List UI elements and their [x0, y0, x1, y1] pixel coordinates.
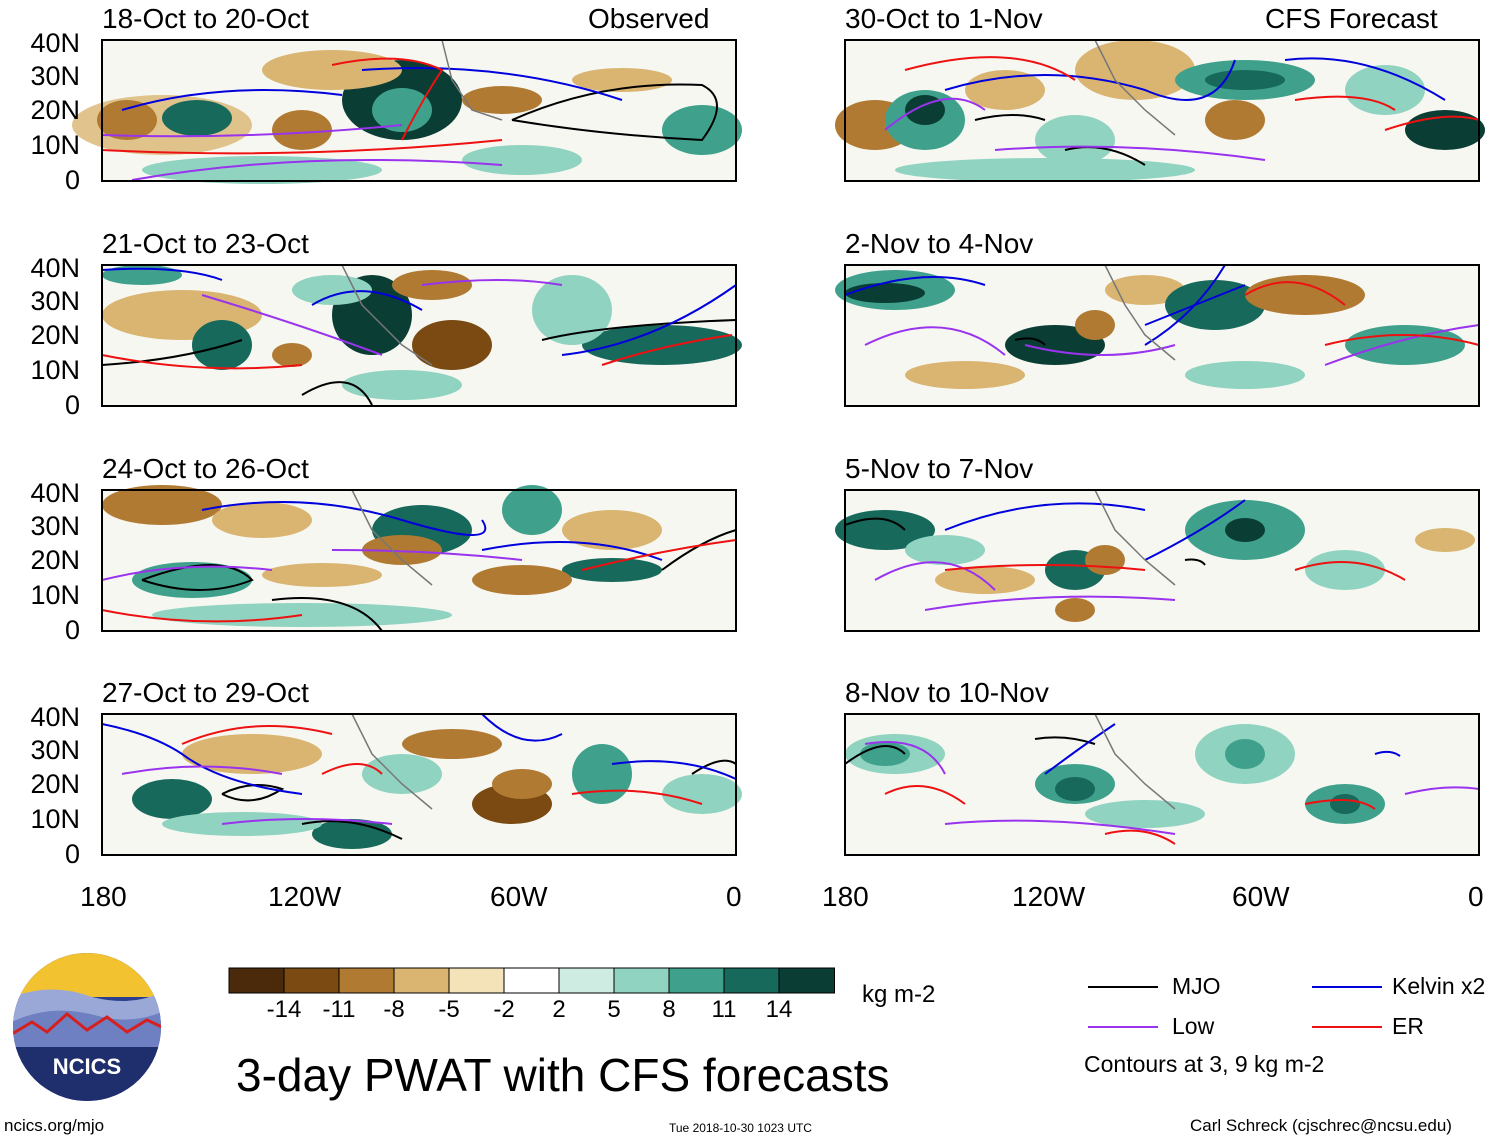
panel-title-left-1: 18-Oct to 20-Oct — [102, 3, 309, 34]
colorbar-swatch — [778, 967, 835, 994]
colorbar-tick-label: -11 — [322, 996, 356, 1023]
lon-label-180-right: 180 — [822, 881, 869, 912]
colorbar-swatch — [503, 967, 560, 994]
legend-label-mjo: MJO — [1172, 973, 1221, 999]
lat-label-30n-l4: 30N — [30, 735, 80, 765]
map-panel-left-1 — [72, 39, 742, 184]
map-panel-left-2 — [101, 264, 742, 407]
panel-tag-cfs-forecast: CFS Forecast — [1265, 3, 1438, 34]
lat-label-10n-l3: 10N — [30, 580, 80, 610]
colorbar-tick-label: 2 — [552, 996, 566, 1023]
lat-label-20n-l2: 20N — [30, 320, 80, 350]
colorbar-tick-label: -8 — [383, 996, 405, 1023]
footer-website[interactable]: ncics.org/mjo — [4, 1116, 105, 1135]
legend-label-low: Low — [1172, 1013, 1215, 1039]
legend-line-er — [1312, 1026, 1382, 1028]
legend-label-er: ER — [1392, 1013, 1424, 1039]
panel-title-right-2: 2-Nov to 4-Nov — [845, 228, 1034, 259]
lat-label-0-l4: 0 — [64, 839, 80, 869]
lat-label-20n-l4: 20N — [30, 769, 80, 799]
legend-label-kelvin: Kelvin x2 — [1392, 973, 1486, 999]
ncics-logo: NCICS — [13, 953, 161, 1101]
colorbar-tick-label: 11 — [711, 996, 737, 1023]
colorbar-swatch — [393, 967, 450, 994]
footer-credit: Carl Schreck (cjschrec@ncsu.edu) — [1190, 1116, 1452, 1135]
colorbar-swatch — [668, 967, 725, 994]
legend-line-mjo — [1088, 986, 1158, 988]
footer-timestamp: Tue 2018-10-30 1023 UTC — [669, 1121, 812, 1135]
colorbar-tick-labels: -14 -11 -8 -5 -2 2 5 8 11 14 — [229, 997, 834, 1025]
colorbar-tick-label: -5 — [438, 996, 460, 1023]
colorbar-swatch — [723, 967, 780, 994]
panel-title-right-3: 5-Nov to 7-Nov — [845, 453, 1034, 484]
lat-label-30n-l3: 30N — [30, 511, 80, 541]
colorbar-tick-label: 8 — [662, 996, 676, 1023]
panel-title-right-1: 30-Oct to 1-Nov — [845, 3, 1043, 34]
lat-label-20n-l3: 20N — [30, 545, 80, 575]
map-panel-right-4 — [844, 713, 1480, 856]
map-panel-left-3 — [101, 485, 737, 632]
colorbar-swatch — [558, 967, 615, 994]
lon-label-60w-left: 60W — [490, 881, 548, 912]
lat-label-10n-l1: 10N — [30, 130, 80, 160]
colorbar-tick-label: -2 — [493, 996, 515, 1023]
lat-label-30n-l2: 30N — [30, 286, 80, 316]
legend-line-kelvin — [1312, 986, 1382, 988]
lat-label-20n-l1: 20N — [30, 95, 80, 125]
map-panel-right-3 — [835, 489, 1480, 632]
legend-note: Contours at 3, 9 kg m-2 — [1084, 1051, 1325, 1077]
colorbar-tick-label: -14 — [266, 996, 302, 1023]
lat-label-10n-l4: 10N — [30, 804, 80, 834]
map-panel-right-2 — [835, 264, 1480, 407]
lat-label-10n-l2: 10N — [30, 355, 80, 385]
panel-title-left-4: 27-Oct to 29-Oct — [102, 677, 309, 708]
colorbar-swatch — [338, 967, 395, 994]
logo-text: NCICS — [53, 1054, 121, 1079]
colorbar-swatch — [283, 967, 340, 994]
legend-line-low — [1088, 1026, 1158, 1028]
colorbar-swatch — [448, 967, 505, 994]
lon-label-120w-left: 120W — [268, 881, 342, 912]
lat-label-40n-l4: 40N — [30, 702, 80, 732]
colorbar-tick-label: 5 — [607, 996, 621, 1023]
colorbar-units: kg m-2 — [862, 981, 936, 1008]
lon-label-120w-right: 120W — [1012, 881, 1086, 912]
lat-label-0-l2: 0 — [64, 390, 80, 420]
colorbar-swatch — [228, 967, 285, 994]
lat-label-40n-l2: 40N — [30, 253, 80, 283]
lat-label-30n-l1: 30N — [30, 61, 80, 91]
lat-label-40n-l1: 40N — [30, 28, 80, 58]
map-panel-right-1 — [835, 39, 1485, 182]
panel-tag-observed: Observed — [588, 3, 710, 34]
figure-title: 3-day PWAT with CFS forecasts — [236, 1049, 890, 1101]
lat-label-0-l1: 0 — [64, 165, 80, 195]
lon-label-180-left: 180 — [80, 881, 127, 912]
lon-label-0-left: 0 — [726, 881, 742, 912]
panel-title-right-4: 8-Nov to 10-Nov — [845, 677, 1049, 708]
colorbar — [228, 967, 835, 994]
panel-title-left-3: 24-Oct to 26-Oct — [102, 453, 309, 484]
lon-label-60w-right: 60W — [1232, 881, 1290, 912]
colorbar-tick-label: 14 — [765, 996, 793, 1023]
lat-label-40n-l3: 40N — [30, 478, 80, 508]
lon-label-0-right: 0 — [1468, 881, 1484, 912]
panel-title-left-2: 21-Oct to 23-Oct — [102, 228, 309, 259]
lat-label-0-l3: 0 — [64, 615, 80, 645]
map-panel-left-4 — [101, 713, 742, 856]
colorbar-swatch — [613, 967, 670, 994]
